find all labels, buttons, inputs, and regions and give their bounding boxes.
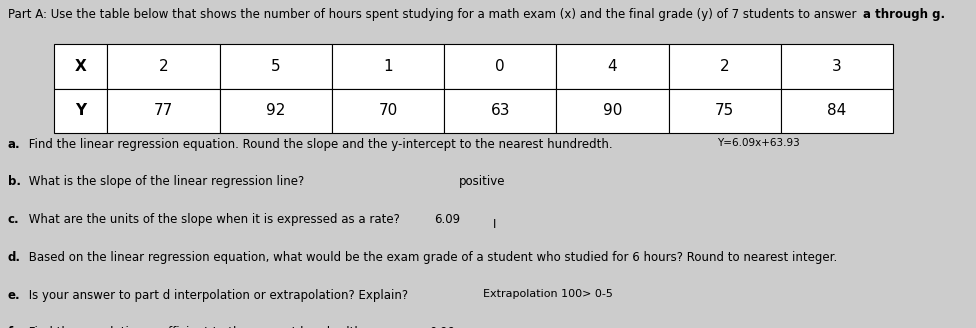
Text: Find the correlation coefficient to the nearest hundredth.: Find the correlation coefficient to the … bbox=[25, 326, 366, 328]
Bar bbox=[332, 44, 444, 89]
Text: Part A: Use the table below that shows the number of hours spent studying for a : Part A: Use the table below that shows t… bbox=[8, 8, 860, 21]
Text: 1: 1 bbox=[384, 59, 392, 74]
Text: Y: Y bbox=[75, 103, 86, 118]
Bar bbox=[781, 44, 893, 89]
Text: b.: b. bbox=[8, 175, 20, 189]
Text: 90: 90 bbox=[603, 103, 622, 118]
Text: f.: f. bbox=[8, 326, 17, 328]
Text: 2: 2 bbox=[159, 59, 168, 74]
Bar bbox=[107, 89, 220, 133]
Text: X: X bbox=[74, 59, 87, 74]
Bar bbox=[220, 44, 332, 89]
Text: 84: 84 bbox=[828, 103, 846, 118]
Text: Find the linear regression equation. Round the slope and the y-intercept to the : Find the linear regression equation. Rou… bbox=[25, 138, 613, 151]
Bar bbox=[556, 89, 669, 133]
Text: What are the units of the slope when it is expressed as a rate?: What are the units of the slope when it … bbox=[25, 213, 400, 226]
Bar bbox=[669, 89, 781, 133]
Text: Y=6.09x+63.93: Y=6.09x+63.93 bbox=[717, 138, 800, 148]
Bar bbox=[107, 44, 220, 89]
Bar bbox=[220, 89, 332, 133]
Bar bbox=[54, 44, 107, 89]
Text: 6.09: 6.09 bbox=[434, 213, 461, 226]
Text: 75: 75 bbox=[715, 103, 734, 118]
Text: 4: 4 bbox=[608, 59, 617, 74]
Text: c.: c. bbox=[8, 213, 20, 226]
Bar bbox=[556, 44, 669, 89]
Text: 0.99: 0.99 bbox=[429, 326, 456, 328]
Text: 70: 70 bbox=[379, 103, 397, 118]
Bar bbox=[781, 89, 893, 133]
Text: d.: d. bbox=[8, 251, 20, 264]
Text: e.: e. bbox=[8, 289, 20, 302]
Text: 5: 5 bbox=[271, 59, 280, 74]
Text: 77: 77 bbox=[154, 103, 173, 118]
Text: a through g.: a through g. bbox=[863, 8, 945, 21]
Text: Is your answer to part d interpolation or extrapolation? Explain?: Is your answer to part d interpolation o… bbox=[25, 289, 409, 302]
Text: Extrapolation 100> 0-5: Extrapolation 100> 0-5 bbox=[483, 289, 613, 298]
Text: 63: 63 bbox=[491, 103, 509, 118]
Text: 92: 92 bbox=[266, 103, 285, 118]
Text: 3: 3 bbox=[833, 59, 841, 74]
Text: What is the slope of the linear regression line?: What is the slope of the linear regressi… bbox=[25, 175, 305, 189]
Text: 2: 2 bbox=[720, 59, 729, 74]
Text: 0: 0 bbox=[496, 59, 505, 74]
Text: Based on the linear regression equation, what would be the exam grade of a stude: Based on the linear regression equation,… bbox=[25, 251, 837, 264]
Text: positive: positive bbox=[459, 175, 506, 189]
Bar bbox=[332, 89, 444, 133]
Text: I: I bbox=[493, 218, 496, 231]
Bar bbox=[669, 44, 781, 89]
Bar bbox=[444, 89, 556, 133]
Bar bbox=[444, 44, 556, 89]
Bar bbox=[54, 89, 107, 133]
Text: a.: a. bbox=[8, 138, 20, 151]
